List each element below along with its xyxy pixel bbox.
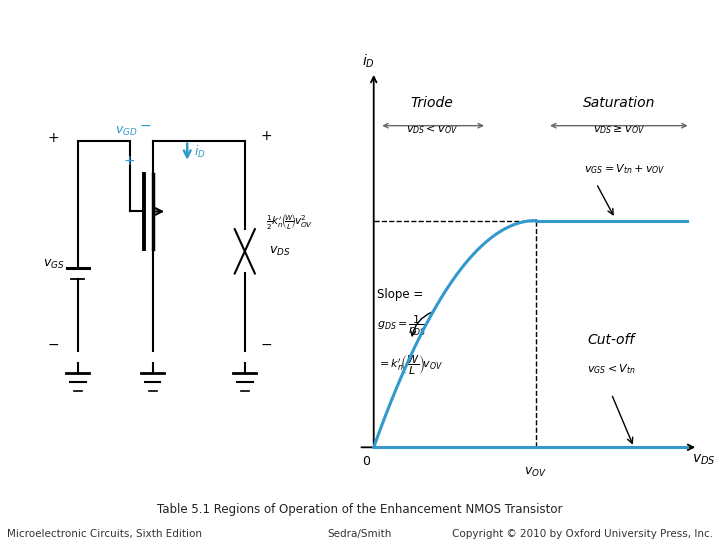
Text: Triode: Triode — [411, 96, 454, 110]
Text: $v_{GD}$: $v_{GD}$ — [115, 125, 138, 138]
Text: $-$: $-$ — [261, 338, 272, 352]
Text: $v_{GS}$: $v_{GS}$ — [42, 258, 64, 271]
Text: $v_{DS}$: $v_{DS}$ — [269, 245, 291, 258]
Text: $g_{DS} = \dfrac{1}{r_{DS}}$: $g_{DS} = \dfrac{1}{r_{DS}}$ — [377, 314, 427, 338]
Text: Table 5.1 Regions of Operation of the Enhancement NMOS Transistor: Table 5.1 Regions of Operation of the En… — [157, 503, 563, 516]
Text: Slope =: Slope = — [377, 288, 424, 301]
Text: $v_{DS}$: $v_{DS}$ — [692, 453, 716, 467]
Text: $v_{GS} = V_{tn} + v_{OV}$: $v_{GS} = V_{tn} + v_{OV}$ — [584, 162, 665, 176]
Text: Microelectronic Circuits, Sixth Edition: Microelectronic Circuits, Sixth Edition — [7, 529, 202, 538]
Text: $v_{GS} < V_{tn}$: $v_{GS} < V_{tn}$ — [587, 362, 636, 376]
Text: $v_{OV}$: $v_{OV}$ — [524, 466, 547, 479]
Text: $\frac{1}{2}k_n^{\prime}\!\left(\!\frac{W}{L}\!\right)\!v_{OV}^2$: $\frac{1}{2}k_n^{\prime}\!\left(\!\frac{… — [266, 211, 313, 231]
Text: 0: 0 — [362, 455, 370, 468]
Text: Copyright © 2010 by Oxford University Press, Inc.: Copyright © 2010 by Oxford University Pr… — [451, 529, 713, 538]
Text: $i_D$: $i_D$ — [361, 53, 374, 70]
Text: +: + — [261, 129, 272, 143]
Text: $i_D$: $i_D$ — [194, 144, 206, 160]
Text: $v_{DS} < v_{OV}$: $v_{DS} < v_{OV}$ — [406, 124, 458, 136]
Text: Sedra/Smith: Sedra/Smith — [328, 529, 392, 538]
Text: $= k_n^{\prime}\!\left(\dfrac{W}{L}\right)\!v_{OV}$: $= k_n^{\prime}\!\left(\dfrac{W}{L}\righ… — [377, 353, 444, 376]
Text: +: + — [48, 131, 59, 145]
Text: $v_{DS} \geq v_{OV}$: $v_{DS} \geq v_{OV}$ — [593, 124, 645, 136]
Text: Cut-off: Cut-off — [588, 333, 635, 347]
Text: $-$: $-$ — [140, 118, 151, 132]
Text: $-$: $-$ — [48, 338, 59, 352]
Text: +: + — [124, 153, 135, 167]
Text: Saturation: Saturation — [582, 96, 655, 110]
